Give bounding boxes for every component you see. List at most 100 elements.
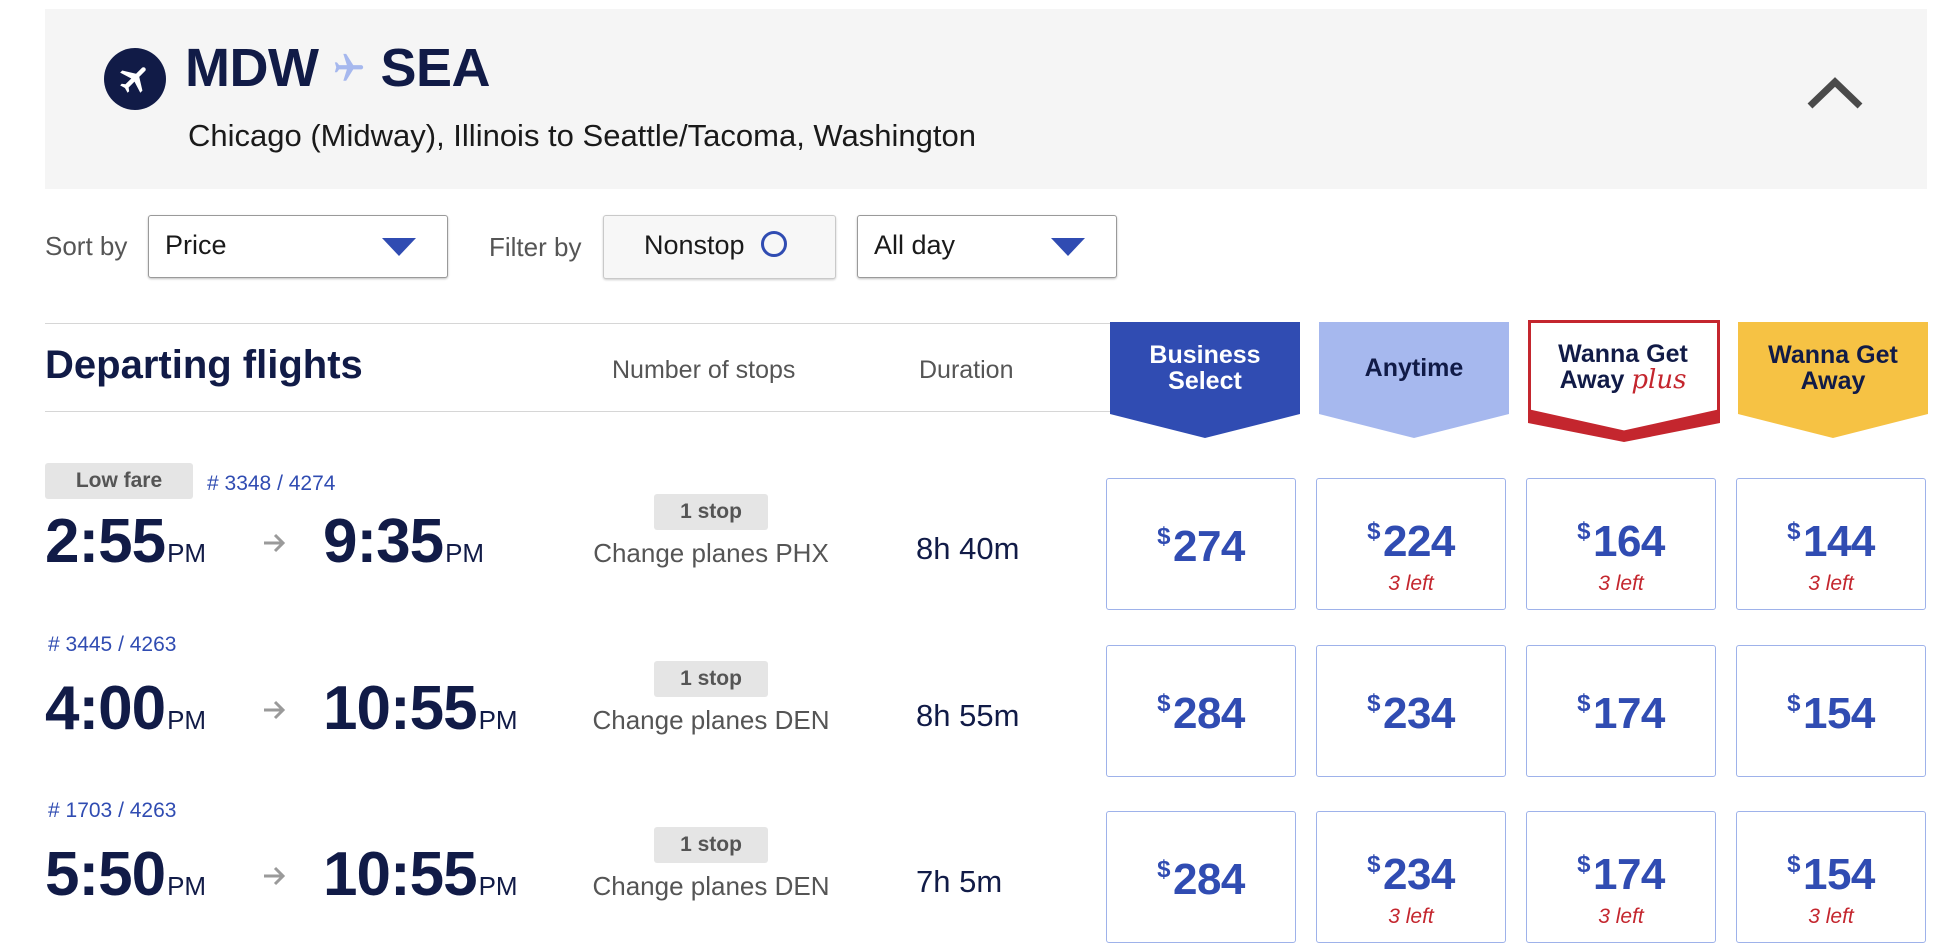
- nonstop-label: Nonstop: [644, 230, 745, 260]
- currency-symbol: $: [1157, 856, 1170, 883]
- destination-code: SEA: [380, 38, 490, 98]
- currency-symbol: $: [1787, 518, 1800, 545]
- filter-label: Filter by: [489, 232, 582, 262]
- chevron-down-icon: [382, 238, 416, 256]
- arrive-time-value: 9:35: [323, 507, 444, 576]
- price-value: $174: [1527, 850, 1715, 900]
- flight-number-link[interactable]: # 3445 / 4263: [48, 633, 177, 656]
- flight-number-link[interactable]: # 1703 / 4263: [48, 799, 177, 822]
- price-amount: 234: [1382, 850, 1455, 899]
- arrow-right-icon: [263, 532, 287, 554]
- duration-value: 8h 55m: [916, 698, 1020, 733]
- fare-price-button[interactable]: $284: [1106, 645, 1296, 777]
- duration-column-header: Duration: [919, 356, 1014, 384]
- fare-price-button[interactable]: $234 3 left: [1316, 811, 1506, 943]
- stops-badge[interactable]: 1 stop: [654, 494, 768, 530]
- depart-ampm: PM: [167, 871, 207, 901]
- currency-symbol: $: [1367, 518, 1380, 545]
- currency-symbol: $: [1157, 523, 1170, 550]
- fare-price-button[interactable]: $144 3 left: [1736, 478, 1926, 610]
- currency-symbol: $: [1577, 690, 1590, 717]
- price-amount: 224: [1382, 517, 1455, 566]
- arrive-time: 10:55PM: [323, 844, 518, 917]
- divider: [45, 411, 1110, 412]
- route-title: MDW SEA: [185, 34, 490, 102]
- divider: [45, 323, 1110, 324]
- fare-header-business-select: Business Select: [1110, 322, 1300, 438]
- arrive-ampm: PM: [478, 871, 518, 901]
- price-value: $234: [1317, 850, 1505, 900]
- fare-price-button[interactable]: $154: [1736, 645, 1926, 777]
- seats-left-note: 3 left: [1598, 572, 1644, 595]
- price-amount: 234: [1382, 689, 1455, 738]
- stops-column-header: Number of stops: [612, 356, 796, 384]
- seats-left-note: 3 left: [1388, 905, 1434, 928]
- airplane-icon: [104, 48, 166, 110]
- arrive-time: 9:35PM: [323, 511, 484, 584]
- chevron-down-icon: [1051, 238, 1085, 256]
- currency-symbol: $: [1787, 690, 1800, 717]
- depart-time-value: 4:00: [45, 674, 166, 743]
- fare-price-button[interactable]: $274: [1106, 478, 1296, 610]
- depart-ampm: PM: [167, 538, 207, 568]
- price-amount: 154: [1802, 850, 1875, 899]
- fare-price-button[interactable]: $164 3 left: [1526, 478, 1716, 610]
- price-amount: 284: [1172, 689, 1245, 738]
- fare-price-button[interactable]: $174: [1526, 645, 1716, 777]
- price-value: $274: [1107, 522, 1295, 572]
- price-value: $144: [1737, 517, 1925, 567]
- fare-price-button[interactable]: $224 3 left: [1316, 478, 1506, 610]
- price-amount: 154: [1802, 689, 1875, 738]
- nonstop-toggle[interactable]: Nonstop: [603, 215, 836, 279]
- flight-number-link[interactable]: # 3348 / 4274: [207, 472, 336, 495]
- low-fare-badge: Low fare: [45, 463, 193, 499]
- depart-time-value: 5:50: [45, 840, 166, 909]
- arrive-ampm: PM: [445, 538, 485, 568]
- price-amount: 174: [1592, 850, 1665, 899]
- sort-label: Sort by: [45, 231, 128, 261]
- fare-price-button[interactable]: $154 3 left: [1736, 811, 1926, 943]
- fare-price-button[interactable]: $234: [1316, 645, 1506, 777]
- price-value: $164: [1527, 517, 1715, 567]
- seats-left-note: 3 left: [1808, 572, 1854, 595]
- change-planes-text: Change planes DEN: [592, 871, 830, 901]
- currency-symbol: $: [1157, 690, 1170, 717]
- seats-left-note: 3 left: [1598, 905, 1644, 928]
- duration-value: 7h 5m: [916, 864, 1003, 899]
- fare-price-button[interactable]: $174 3 left: [1526, 811, 1716, 943]
- fare-header-anytime: Anytime: [1319, 322, 1509, 438]
- price-value: $284: [1107, 855, 1295, 905]
- arrive-time-value: 10:55: [323, 840, 478, 909]
- price-value: $284: [1107, 689, 1295, 739]
- plane-separator-icon: [332, 51, 366, 85]
- time-value: All day: [874, 230, 956, 260]
- stops-badge[interactable]: 1 stop: [654, 661, 768, 697]
- change-planes-text: Change planes PHX: [593, 538, 829, 568]
- currency-symbol: $: [1787, 851, 1800, 878]
- price-amount: 274: [1172, 522, 1245, 571]
- plus-wordmark: plus: [1631, 365, 1687, 395]
- price-value: $154: [1737, 689, 1925, 739]
- price-value: $154: [1737, 850, 1925, 900]
- fare-header-wanna-get-away: Wanna Get Away: [1738, 322, 1928, 438]
- arrow-right-icon: [263, 865, 287, 887]
- sort-select[interactable]: Price: [148, 215, 448, 278]
- chevron-up-icon[interactable]: [1804, 72, 1866, 112]
- seats-left-note: 3 left: [1808, 905, 1854, 928]
- depart-time: 2:55PM: [45, 511, 206, 584]
- change-planes-text: Change planes DEN: [592, 705, 830, 735]
- arrive-time-value: 10:55: [323, 674, 478, 743]
- duration-value: 8h 40m: [916, 531, 1020, 566]
- sort-value: Price: [165, 230, 227, 260]
- currency-symbol: $: [1577, 851, 1590, 878]
- stops-badge[interactable]: 1 stop: [654, 827, 768, 863]
- depart-time: 4:00PM: [45, 678, 206, 751]
- fare-header-wanna-get-away-plus: Wanna Get Away plus: [1528, 320, 1720, 442]
- fare-price-button[interactable]: $284: [1106, 811, 1296, 943]
- radio-circle-icon: [761, 231, 787, 257]
- arrive-ampm: PM: [478, 705, 518, 735]
- currency-symbol: $: [1367, 851, 1380, 878]
- section-title: Departing flights: [45, 343, 363, 387]
- time-select[interactable]: All day: [857, 215, 1117, 278]
- price-value: $174: [1527, 689, 1715, 739]
